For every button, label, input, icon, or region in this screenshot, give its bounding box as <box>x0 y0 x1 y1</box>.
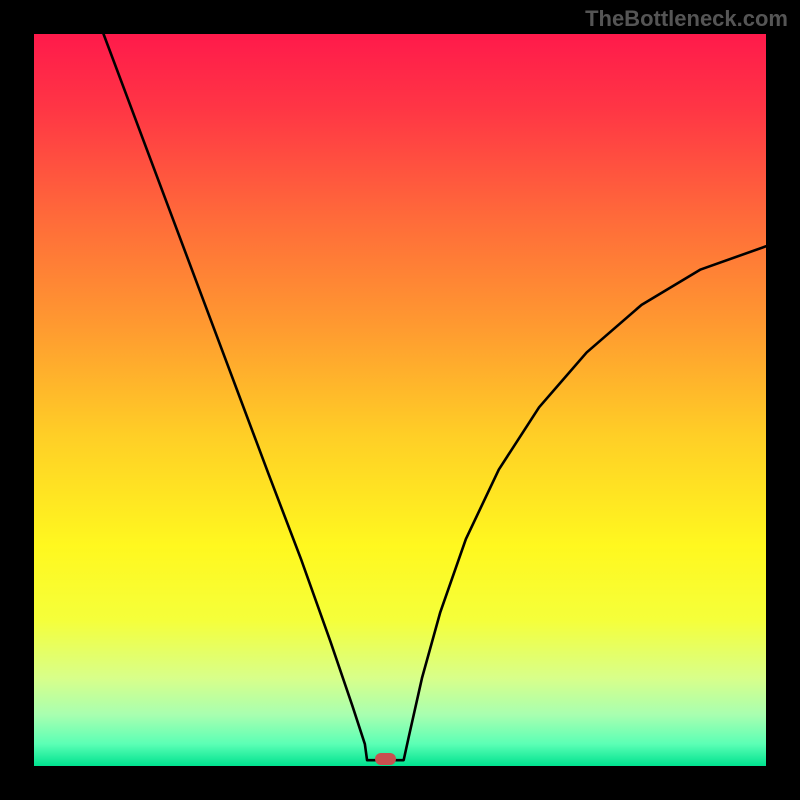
watermark-text: TheBottleneck.com <box>585 6 788 32</box>
curve-path <box>104 34 766 760</box>
bottleneck-curve <box>34 34 766 766</box>
optimum-marker <box>375 753 395 765</box>
plot-area <box>34 34 766 766</box>
